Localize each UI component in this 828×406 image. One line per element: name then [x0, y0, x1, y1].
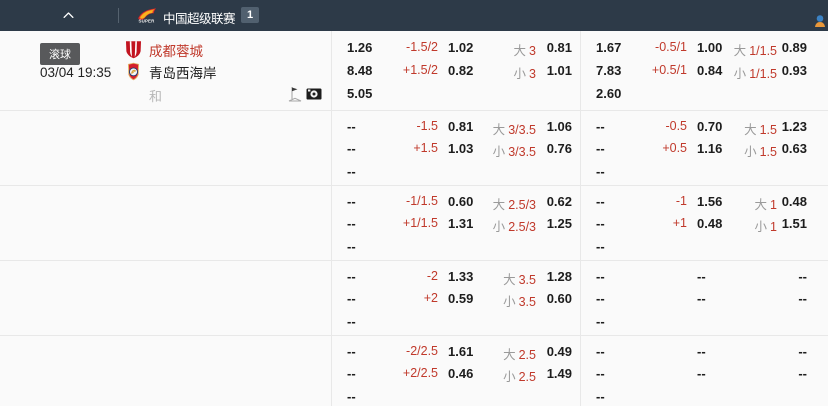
svg-text:SUPER: SUPER [139, 19, 156, 24]
